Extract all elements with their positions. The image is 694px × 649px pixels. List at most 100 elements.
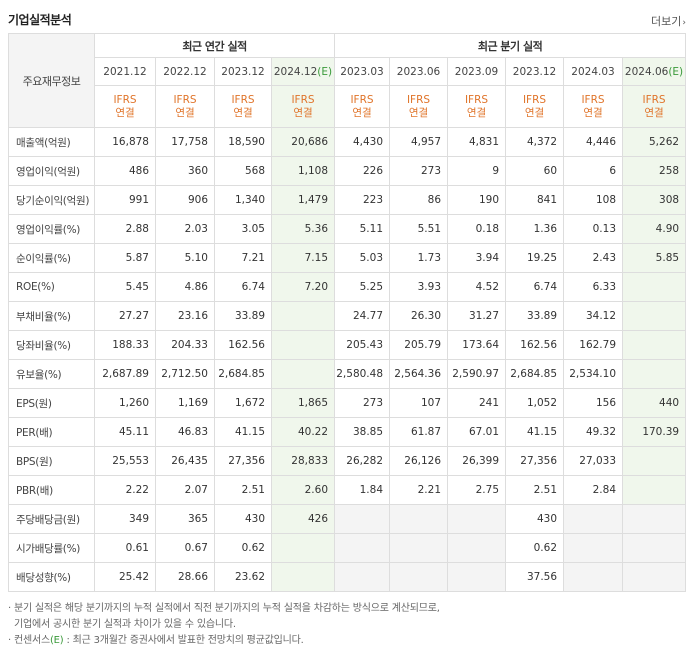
table-row: 배당성향(%) 25.42 28.66 23.62 37.56 bbox=[8, 562, 687, 592]
table-cell: 1,479 bbox=[270, 185, 336, 215]
row-label: 부채비율(%) bbox=[8, 301, 95, 331]
table-cell: 26,282 bbox=[334, 446, 391, 476]
table-cell: 2.88 bbox=[94, 214, 156, 244]
ifrs-header: IFRS 연결 bbox=[505, 85, 565, 128]
period-header: 2024.06(E) bbox=[622, 57, 687, 86]
table-cell bbox=[622, 359, 687, 389]
table-cell: 349 bbox=[94, 504, 156, 534]
table-cell: 41.15 bbox=[505, 417, 565, 447]
ifrs-header: IFRS 연결 bbox=[447, 85, 507, 128]
table-cell bbox=[622, 475, 687, 505]
table-cell: 26,126 bbox=[389, 446, 449, 476]
table-cell: 7.21 bbox=[214, 243, 272, 273]
table-cell: 1,260 bbox=[94, 388, 156, 418]
table-cell bbox=[622, 533, 687, 563]
ifrs-label: IFRS bbox=[231, 93, 255, 106]
ifrs-label: IFRS bbox=[464, 93, 489, 106]
period-header: 2021.12 bbox=[94, 57, 156, 86]
table-cell: 1,340 bbox=[214, 185, 272, 215]
period-label: 2024.12 bbox=[273, 65, 318, 78]
table-cell: 190 bbox=[447, 185, 507, 215]
table-cell: 1,052 bbox=[505, 388, 565, 418]
table-row: 주당배당금(원) 349 365 430 426 430 bbox=[8, 504, 687, 534]
table-cell: 440 bbox=[622, 388, 687, 418]
row-label: 주당배당금(원) bbox=[8, 504, 95, 534]
table-cell: 4,372 bbox=[505, 127, 565, 157]
table-row: 시가배당률(%) 0.61 0.67 0.62 0.62 bbox=[8, 533, 687, 563]
period-header: 2023.09 bbox=[447, 57, 507, 86]
period-header: 2023.12 bbox=[505, 57, 565, 86]
table-cell: 0.62 bbox=[505, 533, 565, 563]
table-cell: 4.52 bbox=[447, 272, 507, 302]
table-cell: 4.90 bbox=[622, 214, 687, 244]
footnote-1: · 분기 실적은 해당 분기까지의 누적 실적에서 직전 분기까지의 누적 실적… bbox=[8, 603, 440, 614]
table-cell: 26,399 bbox=[447, 446, 507, 476]
table-cell: 61.87 bbox=[389, 417, 449, 447]
period-header: 2024.12(E) bbox=[270, 57, 336, 86]
table-cell: 7.20 bbox=[270, 272, 336, 302]
table-cell: 28,833 bbox=[270, 446, 336, 476]
table-row: 영업이익률(%) 2.88 2.03 3.05 5.36 5.11 5.51 0.18 1.36… bbox=[8, 214, 687, 244]
table-cell bbox=[334, 504, 391, 534]
table-cell: 360 bbox=[155, 156, 215, 186]
more-label: 더보기 bbox=[651, 15, 682, 28]
quarter-group-header: 최근 분기 실적 bbox=[334, 33, 687, 58]
more-link[interactable]: 더보기› bbox=[651, 13, 686, 29]
table-cell: 3.94 bbox=[447, 243, 507, 273]
footnote-3-prefix: · 컨센서스 bbox=[8, 635, 50, 646]
table-cell: 170.39 bbox=[622, 417, 687, 447]
consolidated-label: 연결 bbox=[352, 106, 372, 119]
table-row: 당좌비율(%) 188.33 204.33 162.56 205.43 205.79 173… bbox=[8, 330, 687, 360]
period-header: 2024.03 bbox=[563, 57, 624, 86]
period-label: 2023.12 bbox=[512, 65, 557, 78]
consolidated-label: 연결 bbox=[644, 106, 664, 119]
ifrs-label: IFRS bbox=[350, 93, 374, 106]
table-cell: 3.93 bbox=[389, 272, 449, 302]
annual-group-header: 최근 연간 실적 bbox=[93, 33, 336, 58]
table-cell: 0.13 bbox=[563, 214, 624, 244]
table-row: 매출액(억원) 16,878 17,758 18,590 20,686 4,430 4,95… bbox=[8, 127, 687, 157]
consolidated-label: 연결 bbox=[583, 106, 603, 119]
table-cell: 0.62 bbox=[214, 533, 272, 563]
table-cell bbox=[622, 446, 687, 476]
table-cell: 173.64 bbox=[447, 330, 507, 360]
table-cell: 9 bbox=[447, 156, 507, 186]
table-cell: 2,684.85 bbox=[214, 359, 272, 389]
table-cell: 1.73 bbox=[389, 243, 449, 273]
row-label: PER(배) bbox=[8, 417, 95, 447]
table-cell: 4,957 bbox=[389, 127, 449, 157]
table-cell: 7.15 bbox=[270, 243, 336, 273]
table-cell: 2,687.89 bbox=[94, 359, 156, 389]
period-label: 2023.06 bbox=[396, 65, 441, 78]
corner-header: 주요재무정보 bbox=[8, 33, 95, 128]
ifrs-header: IFRS 연결 bbox=[563, 85, 624, 128]
table-cell: 5.51 bbox=[389, 214, 449, 244]
table-cell: 205.79 bbox=[389, 330, 449, 360]
ifrs-label: IFRS bbox=[581, 93, 605, 106]
table-cell bbox=[622, 301, 687, 331]
table-cell: 5.36 bbox=[270, 214, 336, 244]
table-cell: 2.03 bbox=[155, 214, 215, 244]
table-cell: 2,684.85 bbox=[505, 359, 565, 389]
ifrs-header: IFRS 연결 bbox=[622, 85, 687, 128]
table-cell bbox=[622, 562, 687, 592]
table-cell: 205.43 bbox=[334, 330, 391, 360]
consolidated-label: 연결 bbox=[175, 106, 195, 119]
table-cell: 4,446 bbox=[563, 127, 624, 157]
table-cell: 27,356 bbox=[505, 446, 565, 476]
table-cell: 2.84 bbox=[563, 475, 624, 505]
consolidated-label: 연결 bbox=[524, 106, 545, 119]
table-cell: 2.51 bbox=[505, 475, 565, 505]
table-cell: 27,033 bbox=[563, 446, 624, 476]
table-cell: 273 bbox=[334, 388, 391, 418]
row-label: ROE(%) bbox=[8, 272, 95, 302]
table-cell: 38.85 bbox=[334, 417, 391, 447]
table-cell: 6.74 bbox=[505, 272, 565, 302]
table-cell: 33.89 bbox=[505, 301, 565, 331]
table-cell: 2,580.48 bbox=[334, 359, 391, 389]
table-cell: 5,262 bbox=[622, 127, 687, 157]
ifrs-header: IFRS 연결 bbox=[94, 85, 156, 128]
row-label: 당기순이익(억원) bbox=[8, 185, 95, 215]
table-cell bbox=[389, 562, 449, 592]
footnote-3-rest: : 최근 3개월간 증권사에서 발표한 전망치의 평균값입니다. bbox=[63, 635, 304, 646]
